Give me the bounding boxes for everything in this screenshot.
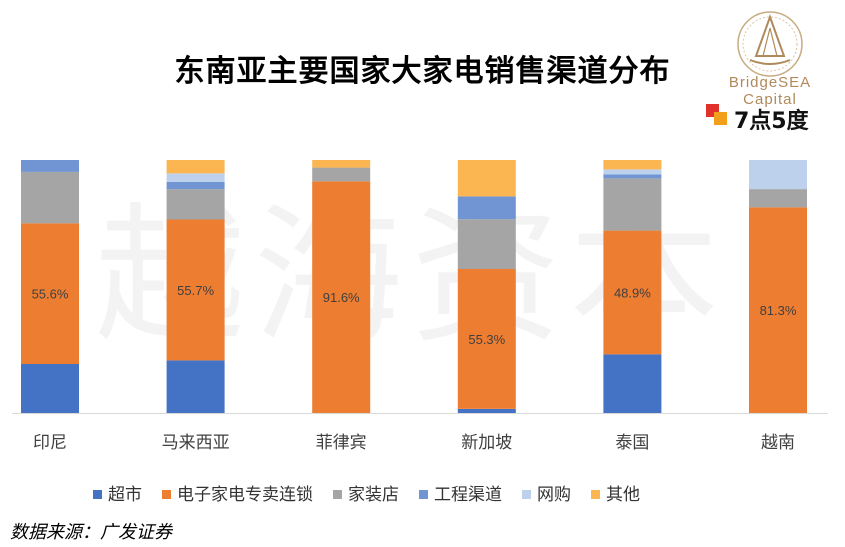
brand-square-orange-icon (714, 112, 727, 125)
bar-segment (312, 181, 371, 413)
bar-segment (749, 160, 807, 190)
data-label: 55.3% (468, 332, 505, 347)
bar-segment (749, 189, 807, 208)
x-tick-label: 越南 (761, 433, 795, 453)
bar-segment (312, 167, 371, 182)
data-label: 55.7% (177, 283, 214, 298)
legend-item: 家装店 (333, 480, 399, 505)
data-label: 91.6% (323, 290, 360, 305)
bar-segment (21, 363, 79, 413)
brand-7d5d-label: 7点5度 (734, 109, 809, 134)
logo-wordmark: BridgeSEA Capital (728, 74, 812, 108)
bar-segment (603, 160, 662, 170)
bar-segment (749, 207, 807, 413)
bar-segment (312, 160, 371, 168)
legend-label: 超市 (108, 485, 142, 505)
legend-swatch-icon (333, 490, 342, 499)
legend-item: 网购 (522, 480, 571, 505)
bar-segment (166, 219, 225, 361)
bar-segment (166, 160, 225, 174)
data-label: 55.6% (32, 287, 69, 302)
bar-segment (603, 174, 662, 179)
legend-label: 网购 (537, 485, 571, 505)
legend-swatch-icon (419, 490, 428, 499)
bar-segment (603, 230, 662, 355)
legend-item: 电子家电专卖连锁 (162, 480, 313, 505)
legend-item: 其他 (591, 480, 640, 505)
source-note: 数据来源：广发证券 (10, 522, 172, 543)
x-tick-label: 菲律宾 (316, 433, 367, 453)
data-label: 81.3% (760, 303, 797, 318)
bar-segment (166, 189, 225, 220)
bar-segment (166, 173, 225, 182)
legend-label: 工程渠道 (434, 485, 502, 505)
bridgesea-logo-icon (737, 11, 803, 77)
bar-segment (457, 160, 516, 197)
legend-item: 工程渠道 (419, 480, 502, 505)
legend-label: 家装店 (348, 485, 399, 505)
x-tick-label: 印尼 (33, 433, 67, 453)
x-tick-label: 马来西亚 (162, 433, 230, 453)
bar-segment (166, 360, 225, 413)
legend-swatch-icon (93, 490, 102, 499)
bar-segment (603, 354, 662, 413)
bar-segment (21, 223, 79, 364)
bar-segment (21, 171, 79, 224)
legend-label: 电子家电专卖连锁 (177, 485, 313, 505)
x-tick-label: 新加坡 (461, 433, 512, 453)
legend-swatch-icon (591, 490, 600, 499)
data-label: 48.9% (614, 285, 651, 300)
bar-segment (457, 196, 516, 220)
chart-title: 东南亚主要国家大家电销售渠道分布 (174, 54, 671, 89)
bar-segment (457, 409, 516, 413)
bar-segment (457, 219, 516, 269)
legend-swatch-icon (162, 490, 171, 499)
bar-segment (166, 182, 225, 190)
x-tick-label: 泰国 (615, 433, 649, 453)
bar-segment (21, 160, 79, 172)
legend-label: 其他 (606, 485, 640, 505)
chart-legend: 超市 电子家电专卖连锁 家装店 工程渠道 网购 其他 (93, 480, 660, 505)
bar-segment (603, 178, 662, 231)
legend-item: 超市 (93, 480, 142, 505)
bar-segment (457, 269, 516, 409)
legend-swatch-icon (522, 490, 531, 499)
bar-segment (603, 169, 662, 175)
